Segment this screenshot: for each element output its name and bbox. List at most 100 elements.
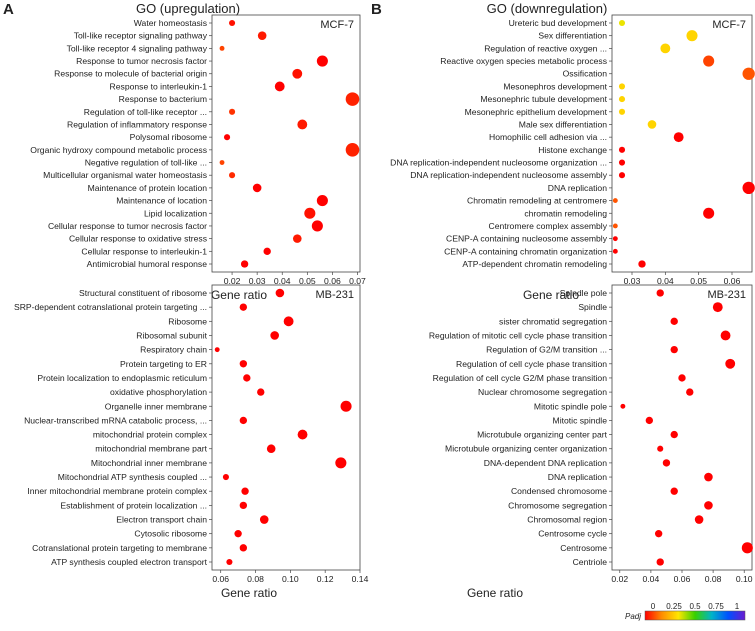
category-label: mitochondrial protein complex	[93, 430, 208, 440]
data-point	[259, 515, 269, 524]
panel-title-b: GO (downregulation)	[487, 1, 608, 16]
category-label: Organelle inner membrane	[105, 401, 207, 411]
category-label: Regulation of toll-like receptor ...	[84, 107, 207, 117]
legend-tick-label: 0.75	[708, 602, 724, 611]
legend-tick-label: 0.5	[689, 602, 701, 611]
x-axis-label: Gene ratio	[221, 586, 277, 600]
data-point	[229, 108, 236, 115]
x-tick-label: 0.05	[690, 276, 707, 286]
category-label: Maintenance of protein location	[88, 183, 208, 193]
data-point	[620, 403, 626, 409]
category-label: Electron transport chain	[116, 515, 207, 525]
data-point	[270, 331, 279, 340]
category-label: Male sex differentiation	[519, 119, 607, 129]
data-point	[304, 207, 316, 219]
data-point	[703, 55, 715, 67]
x-tick-label: 0.02	[224, 276, 241, 286]
data-point	[345, 92, 360, 106]
category-label: DNA replication	[548, 183, 607, 193]
data-point	[645, 416, 654, 425]
data-point	[612, 198, 618, 204]
category-label: Response to molecule of bacterial origin	[54, 69, 207, 79]
data-point	[214, 347, 220, 353]
category-label: CENP-A containing nucleosome assembly	[446, 234, 608, 244]
plot-frame	[611, 284, 753, 571]
category-label: chromatin remodeling	[524, 208, 607, 218]
data-point	[283, 316, 294, 327]
x-tick-label: 0.14	[352, 574, 369, 584]
x-tick-label: 0.06	[674, 574, 691, 584]
data-point	[618, 159, 626, 166]
data-point	[335, 457, 347, 469]
category-label: Lipid localization	[144, 208, 207, 218]
x-tick-label: 0.02	[611, 574, 628, 584]
data-point	[222, 473, 229, 481]
category-label: Mitotic spindle	[553, 415, 608, 425]
plot-frame	[211, 284, 361, 571]
data-point	[266, 444, 276, 454]
data-point	[316, 55, 328, 67]
x-tick-label: 0.10	[282, 574, 299, 584]
category-label: Homophilic cell adhesion via ...	[489, 132, 607, 142]
data-point	[712, 302, 723, 313]
category-label: Microtubule organizing center part	[477, 430, 608, 440]
category-label: DNA replication	[548, 472, 607, 482]
cell-line-label: MCF-7	[712, 19, 746, 31]
category-label: Chromatin remodeling at centromere	[467, 196, 607, 206]
data-point	[638, 260, 646, 268]
data-point	[660, 43, 671, 54]
data-point	[670, 317, 678, 325]
data-point	[670, 430, 678, 439]
category-label: Histone exchange	[538, 145, 607, 155]
padj-colorbar	[644, 610, 746, 621]
category-label: Polysomal ribosome	[130, 132, 208, 142]
padj-legend: Padj 0 0.25 0.5 0.75 1	[625, 602, 746, 621]
category-label: Response to interleukin-1	[110, 81, 208, 91]
category-label: Cellular response to interleukin-1	[81, 246, 207, 256]
data-point	[263, 247, 271, 255]
category-label: Negative regulation of toll-like ...	[85, 158, 207, 168]
data-point	[670, 487, 678, 495]
category-label: DNA-dependent DNA replication	[484, 458, 607, 468]
data-point	[704, 501, 713, 510]
panel-letter-b: B	[371, 1, 382, 18]
data-point	[662, 459, 671, 467]
category-label: Regulation of reactive oxygen ...	[484, 43, 607, 53]
category-label: Response to bacterium	[119, 94, 207, 104]
category-label: Ribosomal subunit	[136, 330, 207, 340]
category-label: Mitochondrial inner membrane	[91, 458, 207, 468]
data-point	[297, 119, 308, 130]
category-label: Regulation of cell cycle phase transitio…	[456, 359, 607, 369]
data-point	[612, 223, 618, 229]
data-point	[257, 388, 265, 396]
data-point	[292, 234, 302, 243]
data-point	[656, 289, 664, 297]
category-label: Mitotic spindle pole	[534, 401, 607, 411]
category-label: oxidative phosphorylation	[110, 387, 207, 397]
category-label: Reactive oxygen species metabolic proces…	[440, 56, 607, 66]
data-point	[618, 96, 626, 103]
data-point	[694, 515, 704, 524]
category-label: Cotranslational protein targeting to mem…	[32, 543, 207, 553]
data-point	[234, 530, 242, 538]
data-point	[618, 19, 626, 27]
data-point	[618, 146, 626, 153]
data-point	[656, 558, 664, 566]
category-label: CENP-A containing chromatin organization	[444, 246, 607, 256]
data-point	[292, 68, 303, 79]
category-label: Ribosome	[168, 316, 207, 326]
category-label: Toll-like receptor 4 signaling pathway	[67, 43, 208, 53]
category-label: Structural constituent of ribosome	[79, 288, 207, 298]
category-label: Regulation of cell cycle G2/M phase tran…	[433, 373, 608, 383]
data-point	[252, 183, 262, 193]
data-point	[647, 120, 657, 129]
category-label: Ossification	[563, 69, 608, 79]
plot-a-mcf7: MCF-7 Water homeostasis Toll-like receptor…	[30, 14, 366, 302]
legend-tick-label: 0	[651, 602, 656, 611]
category-label: Cellular response to oxidative stress	[69, 234, 207, 244]
data-point	[678, 374, 686, 382]
cell-line-label: MB-231	[315, 289, 354, 301]
plot-a-mb231: MB-231 Structural constituent of ribosome…	[14, 284, 369, 600]
category-label: Spindle	[578, 302, 607, 312]
category-label: Regulation of inflammatory response	[67, 119, 207, 129]
